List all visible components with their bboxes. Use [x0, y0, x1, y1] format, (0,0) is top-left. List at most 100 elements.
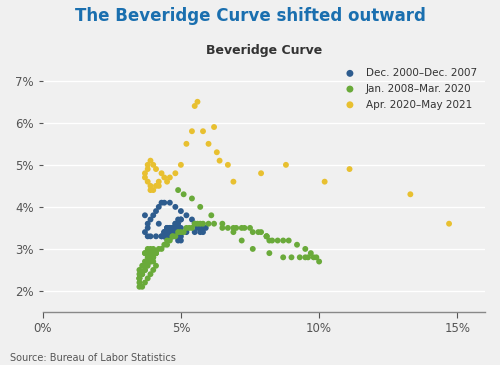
Jan. 2008–Mar. 2020 [146, 254, 154, 260]
Jan. 2008–Mar. 2020 [146, 246, 154, 252]
Apr. 2020–May 2021 [144, 162, 152, 168]
Jan. 2008–Mar. 2020 [136, 267, 143, 273]
Jan. 2008–Mar. 2020 [218, 225, 226, 231]
Dec. 2000–Dec. 2007 [177, 216, 185, 222]
Jan. 2008–Mar. 2020 [136, 276, 143, 281]
Jan. 2008–Mar. 2020 [136, 276, 143, 281]
Jan. 2008–Mar. 2020 [310, 254, 318, 260]
Dec. 2000–Dec. 2007 [163, 225, 171, 231]
Dec. 2000–Dec. 2007 [144, 221, 152, 227]
Jan. 2008–Mar. 2020 [304, 254, 312, 260]
Dec. 2000–Dec. 2007 [177, 208, 185, 214]
Dec. 2000–Dec. 2007 [163, 233, 171, 239]
Apr. 2020–May 2021 [445, 221, 453, 227]
Jan. 2008–Mar. 2020 [180, 191, 188, 197]
Jan. 2008–Mar. 2020 [266, 238, 274, 243]
Jan. 2008–Mar. 2020 [152, 263, 160, 269]
Jan. 2008–Mar. 2020 [224, 225, 232, 231]
Jan. 2008–Mar. 2020 [146, 254, 154, 260]
Dec. 2000–Dec. 2007 [158, 233, 166, 239]
Dec. 2000–Dec. 2007 [155, 221, 163, 227]
Dec. 2000–Dec. 2007 [158, 233, 166, 239]
Apr. 2020–May 2021 [346, 166, 354, 172]
Dec. 2000–Dec. 2007 [144, 225, 152, 231]
Jan. 2008–Mar. 2020 [149, 246, 157, 252]
Jan. 2008–Mar. 2020 [177, 229, 185, 235]
Dec. 2000–Dec. 2007 [166, 233, 174, 239]
Dec. 2000–Dec. 2007 [149, 212, 157, 218]
Dec. 2000–Dec. 2007 [172, 229, 179, 235]
Dec. 2000–Dec. 2007 [196, 225, 204, 231]
Jan. 2008–Mar. 2020 [149, 254, 157, 260]
Jan. 2008–Mar. 2020 [238, 225, 246, 231]
Dec. 2000–Dec. 2007 [163, 229, 171, 235]
Dec. 2000–Dec. 2007 [166, 225, 174, 231]
Dec. 2000–Dec. 2007 [172, 229, 179, 235]
Apr. 2020–May 2021 [172, 170, 179, 176]
Text: Source: Bureau of Labor Statistics: Source: Bureau of Labor Statistics [10, 353, 176, 363]
Dec. 2000–Dec. 2007 [172, 225, 179, 231]
Jan. 2008–Mar. 2020 [302, 246, 310, 252]
Dec. 2000–Dec. 2007 [163, 225, 171, 231]
Title: Beveridge Curve: Beveridge Curve [206, 44, 322, 57]
Dec. 2000–Dec. 2007 [177, 225, 185, 231]
Jan. 2008–Mar. 2020 [136, 280, 143, 285]
Dec. 2000–Dec. 2007 [190, 221, 198, 227]
Jan. 2008–Mar. 2020 [141, 267, 149, 273]
Dec. 2000–Dec. 2007 [166, 200, 174, 205]
Jan. 2008–Mar. 2020 [146, 254, 154, 260]
Jan. 2008–Mar. 2020 [218, 221, 226, 227]
Dec. 2000–Dec. 2007 [160, 233, 168, 239]
Jan. 2008–Mar. 2020 [144, 263, 152, 269]
Jan. 2008–Mar. 2020 [149, 254, 157, 260]
Jan. 2008–Mar. 2020 [254, 229, 262, 235]
Apr. 2020–May 2021 [144, 179, 152, 185]
Dec. 2000–Dec. 2007 [168, 229, 176, 235]
Dec. 2000–Dec. 2007 [141, 212, 149, 218]
Jan. 2008–Mar. 2020 [210, 221, 218, 227]
Jan. 2008–Mar. 2020 [284, 238, 292, 243]
Dec. 2000–Dec. 2007 [168, 233, 176, 239]
Dec. 2000–Dec. 2007 [163, 229, 171, 235]
Dec. 2000–Dec. 2007 [163, 225, 171, 231]
Dec. 2000–Dec. 2007 [146, 216, 154, 222]
Jan. 2008–Mar. 2020 [144, 276, 152, 281]
Dec. 2000–Dec. 2007 [152, 233, 160, 239]
Apr. 2020–May 2021 [155, 183, 163, 189]
Apr. 2020–May 2021 [177, 162, 185, 168]
Apr. 2020–May 2021 [146, 158, 154, 164]
Dec. 2000–Dec. 2007 [141, 229, 149, 235]
Jan. 2008–Mar. 2020 [257, 229, 265, 235]
Jan. 2008–Mar. 2020 [182, 225, 190, 231]
Jan. 2008–Mar. 2020 [146, 259, 154, 265]
Jan. 2008–Mar. 2020 [312, 254, 320, 260]
Dec. 2000–Dec. 2007 [160, 200, 168, 205]
Dec. 2000–Dec. 2007 [177, 216, 185, 222]
Dec. 2000–Dec. 2007 [166, 229, 174, 235]
Dec. 2000–Dec. 2007 [199, 225, 207, 231]
Dec. 2000–Dec. 2007 [168, 225, 176, 231]
Jan. 2008–Mar. 2020 [302, 254, 310, 260]
Jan. 2008–Mar. 2020 [288, 254, 296, 260]
Dec. 2000–Dec. 2007 [168, 225, 176, 231]
Jan. 2008–Mar. 2020 [152, 250, 160, 256]
Apr. 2020–May 2021 [320, 179, 328, 185]
Apr. 2020–May 2021 [149, 187, 157, 193]
Apr. 2020–May 2021 [146, 187, 154, 193]
Jan. 2008–Mar. 2020 [146, 271, 154, 277]
Dec. 2000–Dec. 2007 [160, 229, 168, 235]
Apr. 2020–May 2021 [257, 170, 265, 176]
Apr. 2020–May 2021 [213, 149, 221, 155]
Jan. 2008–Mar. 2020 [188, 225, 196, 231]
Dec. 2000–Dec. 2007 [163, 229, 171, 235]
Dec. 2000–Dec. 2007 [160, 229, 168, 235]
Dec. 2000–Dec. 2007 [196, 229, 204, 235]
Apr. 2020–May 2021 [204, 141, 212, 147]
Dec. 2000–Dec. 2007 [188, 216, 196, 222]
Dec. 2000–Dec. 2007 [163, 229, 171, 235]
Apr. 2020–May 2021 [141, 170, 149, 176]
Jan. 2008–Mar. 2020 [146, 259, 154, 265]
Dec. 2000–Dec. 2007 [168, 225, 176, 231]
Legend: Dec. 2000–Dec. 2007, Jan. 2008–Mar. 2020, Apr. 2020–May 2021: Dec. 2000–Dec. 2007, Jan. 2008–Mar. 2020… [336, 65, 480, 113]
Apr. 2020–May 2021 [230, 179, 237, 185]
